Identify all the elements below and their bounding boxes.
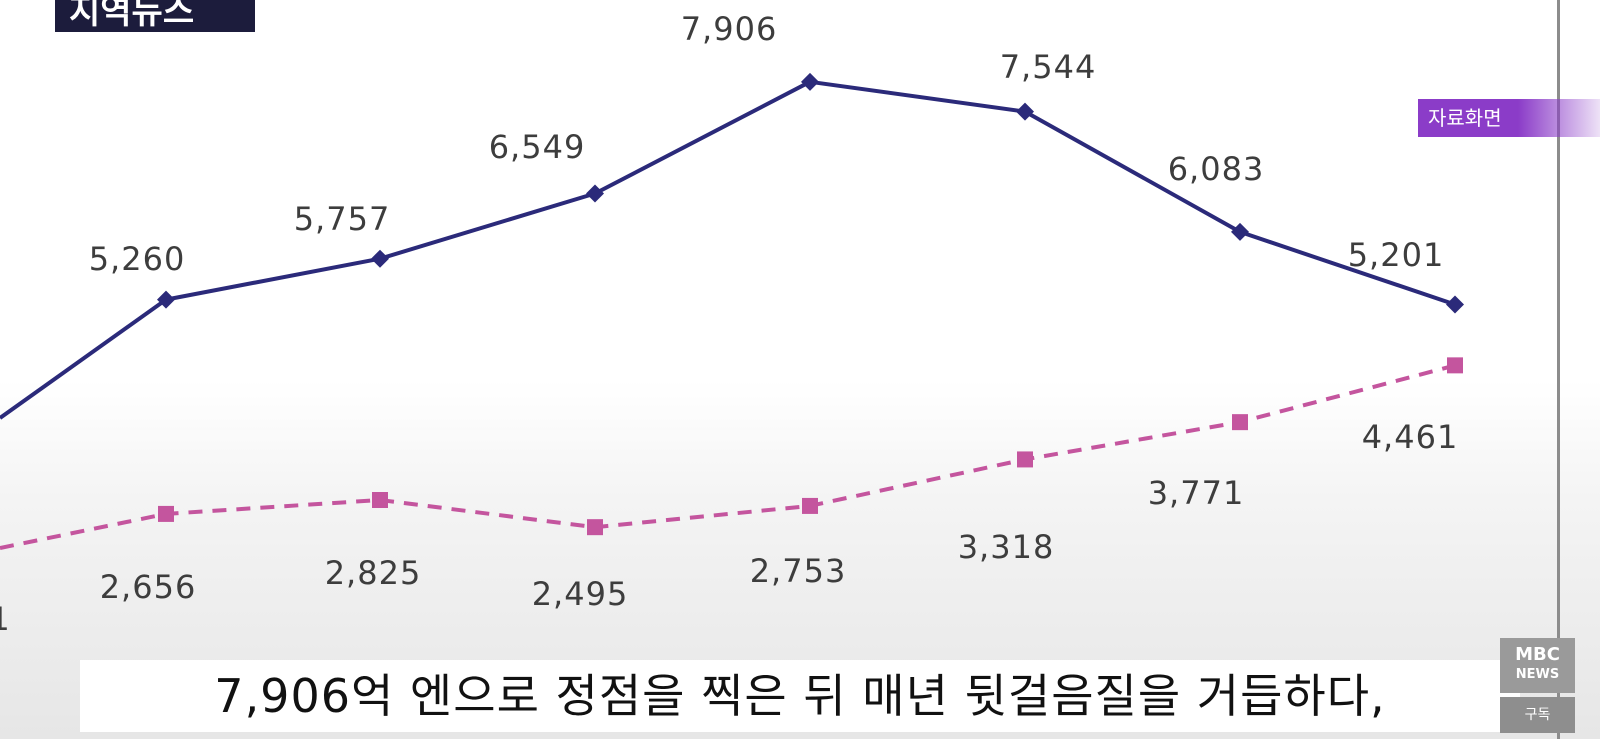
series-1-data-label: 5,201 (1348, 236, 1445, 274)
series-2-data-label: 2,825 (325, 554, 422, 592)
chart-border-line (1557, 0, 1560, 739)
series-2-point (1232, 414, 1248, 431)
series-1-data-label: 7,544 (1000, 48, 1097, 86)
series-1-point (1016, 102, 1034, 121)
series-2-data-label: 3,318 (958, 528, 1055, 566)
series-2-data-label: 2,753 (750, 552, 847, 590)
subscribe-button[interactable]: 구독 (1500, 697, 1575, 733)
series-1-line (0, 79, 1456, 420)
series-1-point (371, 249, 389, 268)
archive-footage-badge: 자료화면 (1418, 99, 1600, 137)
series-1-point (157, 290, 175, 309)
series-1-point (1231, 222, 1249, 241)
mbc-logo-box: MBC NEWS (1500, 638, 1575, 693)
series-1-point (586, 184, 604, 203)
news-logo-text: NEWS (1515, 667, 1560, 682)
series-2-point (372, 492, 388, 509)
series-2-data-label: 2,495 (532, 575, 629, 613)
series-1-data-label: 5,757 (294, 200, 391, 238)
caption-subtitle: 7,906억 엔으로 정점을 찍은 뒤 매년 뒷걸음질을 거듭하다, (80, 660, 1520, 732)
series-2-point (158, 505, 174, 522)
series-2-line (0, 363, 1456, 550)
series-2-data-label: 3,771 (1148, 474, 1245, 512)
series-1-point (801, 72, 819, 91)
series-2-data-label: 2,656 (100, 568, 197, 606)
mbc-logo-text: MBC (1515, 644, 1560, 665)
series-1-point (1446, 295, 1464, 314)
series-1-data-label: 6,549 (489, 128, 586, 166)
series-1-data-label: 7,906 (681, 10, 778, 48)
series-1-data-label: 5,260 (89, 240, 186, 278)
regional-news-logo: 지역뉴스 (55, 0, 255, 32)
series-2-point (1017, 451, 1033, 468)
mbc-news-logo[interactable]: MBC NEWS 구독 (1500, 638, 1575, 736)
series-2-point (1447, 357, 1463, 374)
series-2-point (587, 519, 603, 536)
series-2-edge-label: 1 (0, 600, 11, 638)
series-2-data-label: 4,461 (1362, 418, 1459, 456)
series-2-point (802, 497, 818, 514)
series-1-data-label: 6,083 (1168, 150, 1265, 188)
